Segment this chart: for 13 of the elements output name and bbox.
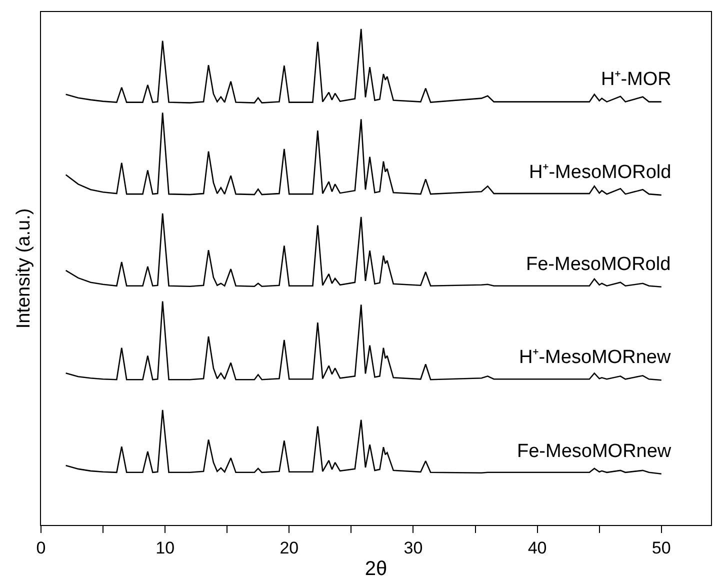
series-label: H⁺-MOR	[601, 69, 672, 90]
series-label: H⁺-MesoMORold	[529, 162, 672, 183]
x-tick-label: 10	[156, 538, 175, 558]
x-tick-label: 30	[404, 538, 423, 558]
series-label: Fe-MesoMORold	[526, 254, 671, 275]
series-label: H⁺-MesoMORnew	[519, 347, 671, 368]
series-label: Fe-MesoMORnew	[517, 441, 672, 462]
x-tick-label: 20	[280, 538, 299, 558]
x-tick-label: 0	[36, 538, 46, 558]
x-tick-label: 50	[652, 538, 671, 558]
x-axis-title: 2θ	[364, 558, 388, 580]
x-tick-label: 40	[528, 538, 547, 558]
y-axis-title: Intensity (a.u.)	[14, 208, 35, 329]
